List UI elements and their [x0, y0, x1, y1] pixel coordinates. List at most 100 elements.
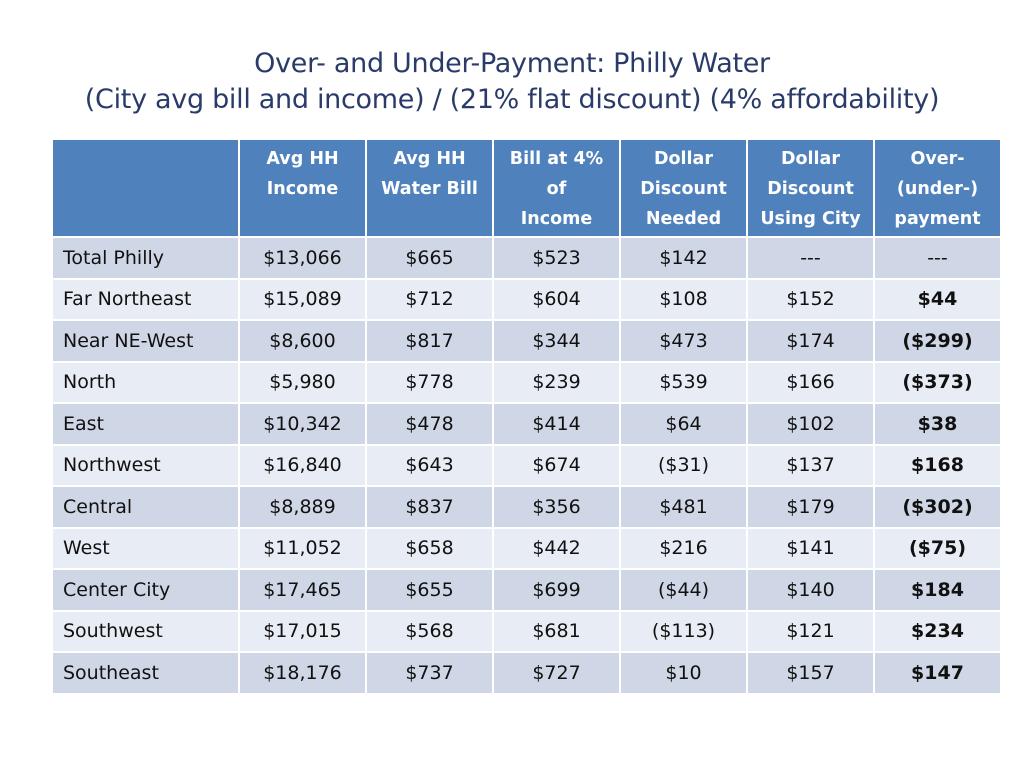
- payment-cell: $184: [873, 568, 1002, 612]
- value-cell: $778: [365, 360, 494, 404]
- payment-cell: $168: [873, 443, 1002, 487]
- table-header-row: Avg HH Income Avg HH Water Bill Bill at 4% of…: [51, 138, 1002, 238]
- value-cell: $18,176: [238, 651, 367, 695]
- value-cell: $10,342: [238, 402, 367, 446]
- value-cell: $737: [365, 651, 494, 695]
- region-name-cell: East: [51, 402, 240, 446]
- column-header-line: of: [546, 179, 567, 199]
- value-cell: $478: [365, 402, 494, 446]
- value-cell: ($113): [619, 609, 748, 653]
- value-cell: $239: [492, 360, 621, 404]
- region-name-cell: Far Northeast: [51, 277, 240, 321]
- table-row: West $11,052 $658 $442 $216 $141 ($75): [51, 526, 1002, 570]
- value-cell: $141: [746, 526, 875, 570]
- value-cell: $8,600: [238, 319, 367, 363]
- value-cell: $140: [746, 568, 875, 612]
- payment-cell: $44: [873, 277, 1002, 321]
- value-cell: $142: [619, 236, 748, 280]
- value-cell: $727: [492, 651, 621, 695]
- slide-title-line-2: (City avg bill and income) / (21% flat d…: [84, 84, 940, 115]
- payment-cell: ---: [873, 236, 1002, 280]
- table-row: Central $8,889 $837 $356 $481 $179 ($302): [51, 485, 1002, 529]
- value-cell: $473: [619, 319, 748, 363]
- column-header-line: Income: [520, 209, 593, 229]
- value-cell: $108: [619, 277, 748, 321]
- column-header: Avg HH Income: [238, 138, 367, 238]
- column-header-line: Income: [266, 179, 339, 199]
- payment-cell: ($373): [873, 360, 1002, 404]
- table-row: Southwest $17,015 $568 $681 ($113) $121 $234: [51, 609, 1002, 653]
- value-cell: $539: [619, 360, 748, 404]
- column-header-line: payment: [894, 209, 981, 229]
- value-cell: ($31): [619, 443, 748, 487]
- value-cell: $5,980: [238, 360, 367, 404]
- column-header-line: Needed: [645, 209, 722, 229]
- column-header-line: Bill at 4%: [509, 149, 604, 169]
- column-header-line: Using City: [760, 209, 861, 229]
- region-name-cell: Total Philly: [51, 236, 240, 280]
- region-name-cell: Near NE-West: [51, 319, 240, 363]
- table-row: Center City $17,465 $655 $699 ($44) $140 $184: [51, 568, 1002, 612]
- value-cell: $712: [365, 277, 494, 321]
- value-cell: $17,015: [238, 609, 367, 653]
- column-header-line: Water Bill: [381, 179, 478, 199]
- region-name-cell: North: [51, 360, 240, 404]
- value-cell: $8,889: [238, 485, 367, 529]
- payment-cell: $38: [873, 402, 1002, 446]
- value-cell: $674: [492, 443, 621, 487]
- column-header-line: Discount: [767, 179, 854, 199]
- column-header-line: Dollar: [781, 149, 840, 169]
- value-cell: ---: [746, 236, 875, 280]
- value-cell: $665: [365, 236, 494, 280]
- table-row: Near NE-West $8,600 $817 $344 $473 $174 ($299): [51, 319, 1002, 363]
- value-cell: $157: [746, 651, 875, 695]
- payment-cell: $147: [873, 651, 1002, 695]
- table-row: Southeast $18,176 $737 $727 $10 $157 $147: [51, 651, 1002, 695]
- value-cell: $837: [365, 485, 494, 529]
- region-name-cell: Southwest: [51, 609, 240, 653]
- column-header: Avg HH Water Bill: [365, 138, 494, 238]
- region-name-cell: Central: [51, 485, 240, 529]
- column-header: Dollar Discount Needed: [619, 138, 748, 238]
- value-cell: $356: [492, 485, 621, 529]
- column-header-line: (under-): [896, 179, 979, 199]
- column-header: Dollar Discount Using City: [746, 138, 875, 238]
- value-cell: $817: [365, 319, 494, 363]
- column-header: Over- (under-) payment: [873, 138, 1002, 238]
- value-cell: $13,066: [238, 236, 367, 280]
- value-cell: $64: [619, 402, 748, 446]
- value-cell: $17,465: [238, 568, 367, 612]
- region-name-cell: Center City: [51, 568, 240, 612]
- column-header-line: Dollar: [654, 149, 713, 169]
- column-header-line: Over-: [910, 149, 965, 169]
- value-cell: $102: [746, 402, 875, 446]
- value-cell: $121: [746, 609, 875, 653]
- value-cell: $699: [492, 568, 621, 612]
- value-cell: $16,840: [238, 443, 367, 487]
- column-header-region: [51, 138, 240, 238]
- value-cell: $442: [492, 526, 621, 570]
- value-cell: $216: [619, 526, 748, 570]
- value-cell: $604: [492, 277, 621, 321]
- value-cell: $481: [619, 485, 748, 529]
- value-cell: $11,052: [238, 526, 367, 570]
- value-cell: $681: [492, 609, 621, 653]
- region-name-cell: Northwest: [51, 443, 240, 487]
- value-cell: $179: [746, 485, 875, 529]
- value-cell: $10: [619, 651, 748, 695]
- table-row: North $5,980 $778 $239 $539 $166 ($373): [51, 360, 1002, 404]
- value-cell: $344: [492, 319, 621, 363]
- value-cell: $568: [365, 609, 494, 653]
- payment-cell: $234: [873, 609, 1002, 653]
- value-cell: $137: [746, 443, 875, 487]
- table-body: Total Philly $13,066 $665 $523 $142 --- --- Far…: [51, 236, 1002, 695]
- column-header-line: Avg HH: [266, 149, 339, 169]
- region-name-cell: West: [51, 526, 240, 570]
- column-header: Bill at 4% of Income: [492, 138, 621, 238]
- value-cell: $658: [365, 526, 494, 570]
- payment-cell: ($75): [873, 526, 1002, 570]
- data-table: Avg HH Income Avg HH Water Bill Bill at 4% of…: [51, 138, 1002, 695]
- payment-cell: ($299): [873, 319, 1002, 363]
- column-header-line: Discount: [640, 179, 727, 199]
- slide-title: Over- and Under-Payment: Philly Water (C…: [0, 46, 1024, 118]
